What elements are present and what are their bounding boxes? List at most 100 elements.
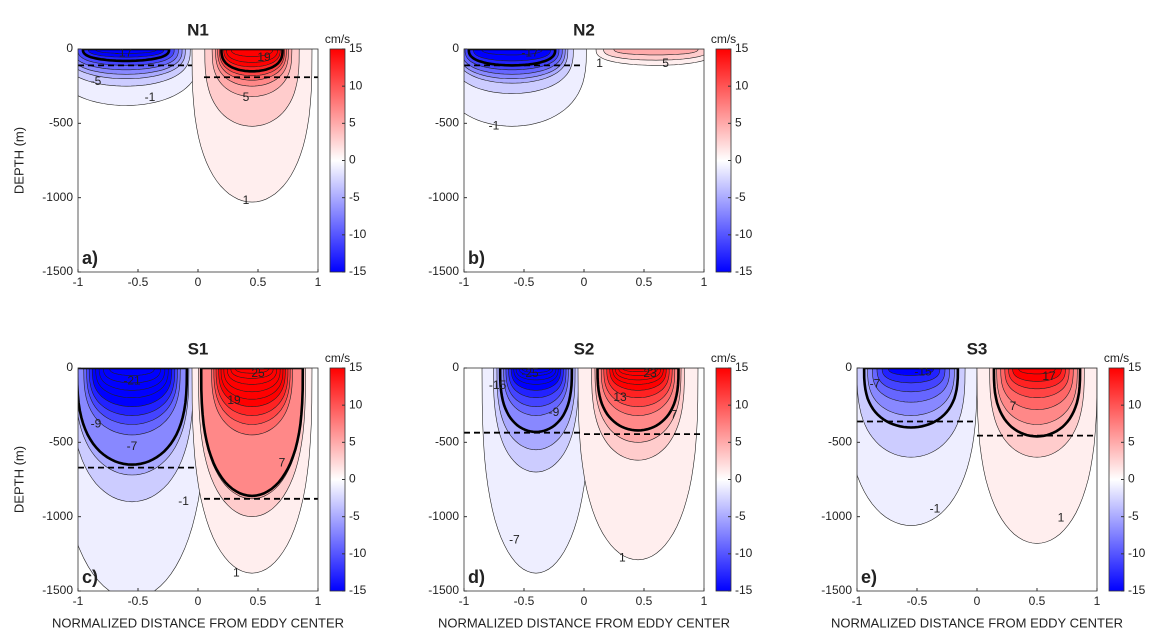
colorbar-label: cm/s [325,351,350,365]
colorbar-tick-label: -5 [1128,509,1139,523]
contour-label: 1 [596,56,603,70]
x-tick-label: -0.5 [514,594,535,608]
colorbar-tick-label: 5 [349,116,356,130]
x-tick-label: -0.5 [514,275,535,289]
x-tick-label: -1 [852,594,863,608]
colorbar-tick-label: 15 [349,41,363,55]
y-tick-label: -500 [828,435,852,449]
x-tick-label: -1 [459,594,470,608]
contour-label: 25 [251,366,265,380]
contour-band [887,368,935,376]
contour-label: 5 [243,90,250,104]
y-tick-label: -1000 [42,190,73,204]
colorbar-tick-label: -15 [1128,583,1146,597]
x-axis-label: NORMALIZED DISTANCE FROM EDDY CENTER [831,615,1123,630]
colorbar-tick-label: 10 [1128,397,1142,411]
bold-contour [81,49,171,63]
colorbar-tick-label: 5 [735,116,742,130]
panel-label: d) [468,567,485,587]
colorbar-tick-label: 0 [349,472,356,486]
colorbar-tick-label: -15 [735,583,753,597]
x-tick-label: 0.5 [636,275,653,289]
contour-label: 23 [643,366,657,380]
contour-band [481,49,543,56]
contour-label: 13 [613,390,627,404]
x-tick-label: 0.5 [636,594,653,608]
y-tick-label: 0 [66,360,73,374]
y-tick-label: -1500 [428,264,459,278]
bold-contour [78,368,189,466]
contour-label: -25 [521,366,539,380]
contour-label: -15 [489,378,507,392]
y-tick-label: -1000 [428,190,459,204]
contour-label: -21 [123,374,141,388]
contour-label: 1 [233,565,240,579]
colorbar-tick-label: -5 [735,190,746,204]
colorbar-tick-label: 10 [735,397,749,411]
x-tick-label: 0.5 [1029,594,1046,608]
contour-label: -1 [178,494,189,508]
contour-label: 17 [1042,369,1056,383]
plot-area: -25 -15 -9 23 13 7 -7 1 [464,366,704,591]
x-tick-label: -1 [73,594,84,608]
contour-label: 7 [1010,399,1017,413]
colorbar-tick-label: 0 [735,153,742,167]
panel: -17 -5 -1 19 5 1 -1 -0.5 0 0.5 1 -1500 -1000 -500 0 N1 a… [11,20,366,289]
contour-label: -7 [870,377,881,391]
colorbar-tick-label: 10 [349,78,363,92]
colorbar-tick-label: -5 [735,509,746,523]
panel-title: N2 [573,20,595,39]
colorbar-label: cm/s [711,351,736,365]
colorbar-tick-label: 5 [349,435,356,449]
contour-band [613,49,699,56]
panel-title: S2 [574,339,595,358]
colorbar-tick-label: -10 [735,546,753,560]
x-tick-label: 0 [581,275,588,289]
contour-label: 7 [279,455,286,469]
panel: -17-11 5-1 -0.5 0 0.5 1-1500-1000-5000N2b)-15… [428,20,752,289]
contour-label: -7 [127,439,138,453]
y-tick-label: -500 [435,435,459,449]
plot-area: -17 -5 -1 19 5 1 [78,46,318,272]
colorbar-tick-label: 0 [735,472,742,486]
panel-title: S3 [967,339,988,358]
x-axis-label: NORMALIZED DISTANCE FROM EDDY CENTER [438,615,730,630]
y-tick-label: -1500 [42,264,73,278]
colorbar-tick-label: -15 [349,583,367,597]
x-tick-label: 0.5 [250,275,267,289]
y-axis-label: DEPTH (m) [11,446,26,513]
plot-area: -15 -7 7 17 -1 1 [857,365,1097,591]
y-tick-label: -1500 [428,583,459,597]
contour-label: 7 [671,408,678,422]
contour-label: 1 [619,550,626,564]
colorbar-tick-label: -10 [1128,546,1146,560]
y-tick-label: -500 [435,116,459,130]
contour-label: 5 [662,56,669,70]
y-tick-label: 0 [66,41,73,55]
colorbar-tick-label: 15 [1128,360,1142,374]
contour-label: -1 [930,501,941,515]
y-tick-label: -1000 [42,509,73,523]
bold-contour [596,368,680,432]
colorbar-label: cm/s [325,32,350,46]
x-tick-label: -0.5 [128,594,149,608]
contour-band [1018,368,1056,375]
panel-title: S1 [188,339,209,358]
colorbar-tick-label: 10 [735,78,749,92]
contour-label: -9 [549,405,560,419]
y-tick-label: -500 [49,116,73,130]
colorbar-tick-label: -10 [349,227,367,241]
contour-label: -5 [91,74,102,88]
colorbar-tick-label: 5 [1128,435,1135,449]
x-tick-label: -1 [459,275,470,289]
contour-label: -7 [509,533,520,547]
x-tick-label: 1 [315,594,322,608]
contour-label: -17 [115,46,133,60]
x-tick-label: 0 [195,594,202,608]
colorbar-tick-label: 15 [349,360,363,374]
colorbar-tick-label: 15 [735,41,749,55]
contour-label: -15 [914,365,932,379]
y-tick-label: 0 [845,360,852,374]
plot-area: -21 -9 -7 25 19 7 -1 1 [78,366,318,591]
